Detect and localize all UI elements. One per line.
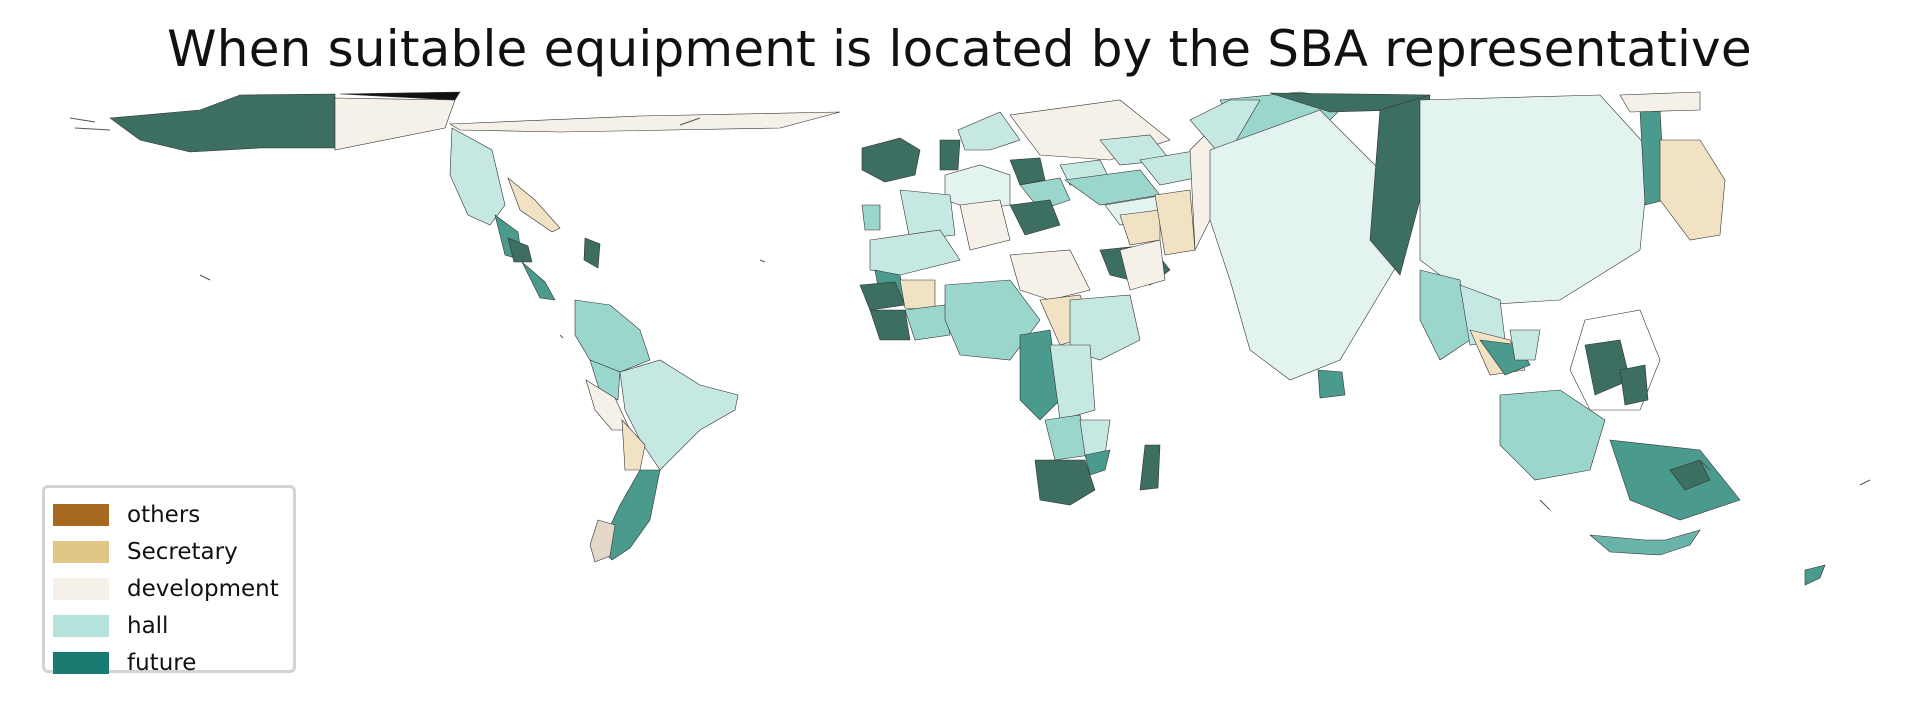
- region-mozambique: [1079, 419, 1111, 456]
- region-philippines: [1509, 329, 1541, 361]
- region-central-africa: [1049, 344, 1096, 421]
- region-italy: [959, 199, 1011, 251]
- region-horn: [1119, 239, 1166, 291]
- legend-label-hall: hall: [127, 612, 169, 639]
- region-west-africa-2: [899, 279, 936, 311]
- region-congo: [1019, 329, 1061, 421]
- legend-swatch-secretary: [53, 540, 109, 563]
- map-title: When suitable equipment is located by th…: [167, 20, 1752, 78]
- region-patagonia: [589, 519, 616, 563]
- region-sahel: [944, 279, 1041, 361]
- region-central-america-3: [521, 261, 556, 301]
- region-canada: [334, 97, 456, 151]
- legend-label-others: others: [127, 501, 201, 528]
- region-sri-lanka: [1317, 369, 1346, 399]
- region-europe-3: [1019, 177, 1071, 211]
- region-peru: [585, 379, 631, 431]
- region-portugal: [861, 204, 881, 231]
- legend-label-secretary: Secretary: [127, 538, 238, 565]
- region-caribbean-strip: [507, 177, 561, 233]
- legend-label-future: future: [127, 649, 197, 676]
- region-iran: [1154, 189, 1196, 256]
- region-kazakhstan: [1189, 99, 1261, 161]
- region-iberia: [899, 189, 956, 241]
- region-central-america-2: [507, 237, 533, 263]
- legend-swatch-future: [53, 651, 109, 674]
- region-balkans: [1009, 199, 1061, 236]
- region-japan: [1659, 139, 1726, 241]
- region-cuba: [583, 237, 601, 269]
- region-botswana: [1084, 449, 1111, 476]
- region-usa-strip: [448, 111, 841, 133]
- region-new-guinea: [1609, 439, 1741, 521]
- region-indonesia-2: [1619, 364, 1649, 406]
- region-arctic-strip: [339, 91, 461, 101]
- legend-item-future: future: [53, 644, 293, 681]
- region-norway: [957, 111, 1021, 151]
- region-china: [1419, 94, 1651, 306]
- region-east-africa: [1069, 294, 1141, 361]
- region-andes: [589, 359, 621, 401]
- region-alaska: [109, 93, 336, 153]
- region-mongolia: [1619, 91, 1701, 113]
- region-brazil: [619, 359, 739, 471]
- region-iceland-uk: [861, 137, 921, 183]
- region-mexico: [449, 127, 506, 226]
- region-south-america-north: [574, 299, 651, 373]
- region-south-africa: [1034, 459, 1096, 506]
- legend-item-development: development: [53, 570, 293, 607]
- legend-swatch-hall: [53, 614, 109, 637]
- legend-swatch-others: [53, 503, 109, 526]
- legend-item-hall: hall: [53, 607, 293, 644]
- region-west-africa-3: [869, 309, 911, 341]
- legend-swatch-development: [53, 577, 109, 600]
- region-australia: [1589, 529, 1701, 556]
- region-new-zealand: [1804, 564, 1826, 586]
- region-scandinavia: [939, 139, 961, 171]
- region-borneo: [1499, 389, 1606, 481]
- legend-item-others: others: [53, 496, 293, 533]
- region-middle-east-2: [1119, 209, 1161, 246]
- legend-item-secretary: Secretary: [53, 533, 293, 570]
- region-north-africa-west: [869, 229, 961, 276]
- region-europe-2: [1009, 157, 1046, 186]
- region-timor: [1669, 459, 1711, 491]
- region-west-africa-4: [904, 304, 951, 341]
- legend-label-development: development: [127, 575, 279, 602]
- region-indochina: [1419, 269, 1471, 361]
- legend: others Secretary development hall future: [42, 485, 296, 676]
- region-india: [1209, 109, 1401, 381]
- region-bangladesh: [1369, 94, 1431, 276]
- region-sudan: [1009, 249, 1091, 301]
- region-chile-argentina: [599, 469, 661, 561]
- region-madagascar: [1139, 444, 1161, 491]
- coastline-dots: [69, 117, 1871, 511]
